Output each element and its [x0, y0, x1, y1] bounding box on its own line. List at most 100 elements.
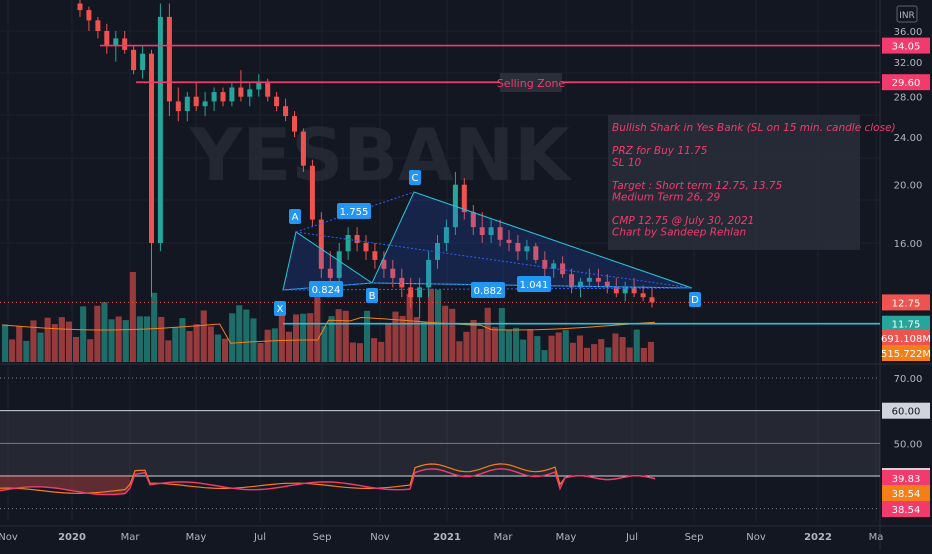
analysis-note[interactable]: Bullish Shark in Yes Bank (SL on 15 min.… [608, 115, 896, 250]
candle-body [533, 246, 539, 260]
volume-bar [158, 316, 165, 362]
price-tick-label: 36.00 [894, 27, 923, 38]
price-axis[interactable]: 36.0032.0028.0024.0020.0016.008.0034.052… [881, 27, 931, 517]
candle-body [443, 227, 449, 243]
analysis-note-line: PRZ for Buy 11.75 [612, 145, 708, 157]
price-tick-label: 32.00 [894, 58, 923, 69]
currency-badge-box [896, 5, 918, 23]
candle-body [470, 212, 476, 228]
candle-body [435, 243, 440, 260]
candle-body [149, 53, 154, 244]
candle-body [238, 87, 244, 97]
candle-body [318, 219, 324, 269]
time-tick-label: Sep [313, 532, 332, 543]
volume-bar [16, 326, 23, 362]
candle-body [622, 287, 628, 294]
candle-body [327, 268, 333, 278]
volume-bar [640, 347, 647, 362]
time-tick-label: Sep [685, 532, 704, 543]
volume-bar [165, 340, 172, 362]
analysis-note-box [608, 115, 860, 250]
candle-body [497, 227, 503, 240]
candle-body [578, 281, 583, 288]
pattern-ratio-line-ac [295, 191, 415, 233]
candle-body [551, 263, 557, 269]
pattern-ratio-box [471, 282, 505, 298]
volume-bar [427, 288, 434, 362]
candle-body [229, 87, 235, 102]
analysis-note-line: Chart by Sandeep Rehlan [612, 226, 746, 238]
volume-bar [172, 327, 179, 362]
volume-bar [527, 329, 534, 362]
time-tick-label: Jul [625, 532, 638, 543]
rsi-tag: 38.54 [892, 505, 921, 516]
volume-bar [520, 339, 527, 362]
candle-body [184, 96, 190, 112]
time-tick-label: 2020 [58, 532, 86, 543]
candle-body [595, 277, 601, 282]
volume-bar [229, 313, 236, 362]
candle-body [122, 38, 128, 50]
volume-ma-tag-box [882, 345, 930, 361]
volume-bar [420, 321, 427, 362]
volume-bar [342, 310, 349, 362]
rsi-pane[interactable] [0, 377, 880, 510]
time-tick-label: Nov [746, 532, 766, 543]
selling-zone-box [500, 73, 562, 92]
candle-body [363, 243, 369, 252]
candle-body [399, 277, 405, 288]
time-tick-label: Ma [869, 532, 884, 543]
volume-bar [484, 307, 491, 362]
candle-body [247, 89, 253, 97]
volume-bar [584, 347, 591, 362]
candle-body [640, 293, 646, 298]
pattern-point-box-d [689, 292, 701, 307]
candle-body [300, 131, 306, 166]
analysis-note-line: Bullish Shark in Yes Bank (SL on 15 min.… [612, 122, 896, 134]
volume-bar [349, 342, 356, 362]
volume-bar [278, 314, 285, 362]
analysis-note-line: Target : Short term 12.75, 13.75 [612, 180, 783, 192]
time-tick-label: May [186, 532, 207, 543]
volume-bar [30, 320, 37, 362]
time-axis[interactable]: Nov 2020 Mar May Jul Sep Nov 2021 Mar May Jul Sep No… [0, 532, 883, 543]
candle-body [211, 92, 217, 102]
volume-bar [378, 341, 385, 362]
volume-bar [250, 318, 257, 362]
volume-bar [129, 272, 136, 362]
candle-body [157, 16, 163, 244]
time-tick-label: Jul [253, 532, 266, 543]
volume-bar [80, 306, 87, 362]
harmonic-pattern[interactable]: X A B C D 1.755 0.824 0.882 1.041 [274, 170, 701, 316]
candle-body [488, 227, 494, 235]
pattern-point-box-a [289, 209, 301, 224]
time-tick-label: 2021 [433, 532, 461, 543]
candle-body [86, 10, 92, 21]
volume-bar [633, 329, 640, 362]
volume-bar [598, 339, 605, 362]
volume-bar [335, 309, 342, 362]
rsi-tick-label: 70.00 [894, 374, 923, 385]
volume-bar [449, 308, 456, 362]
volume-bar [9, 339, 16, 362]
selling-zone-label: Selling Zone [497, 73, 566, 92]
time-tick-label: Mar [121, 532, 141, 543]
volume-bar [186, 331, 193, 362]
volume-bar [371, 338, 378, 362]
candle-body [77, 3, 83, 11]
selling-zone-text: Selling Zone [497, 77, 566, 90]
candle-body [283, 106, 289, 117]
currency-badge[interactable]: INR [896, 5, 918, 23]
rsi-tag: 39.83 [892, 474, 921, 485]
volume-bar [193, 324, 200, 362]
volume-bar [491, 327, 498, 362]
candle-body [461, 184, 467, 213]
candle-body [354, 235, 360, 243]
pattern-ratio: 1.041 [520, 280, 549, 291]
volume-bar [562, 329, 569, 362]
pattern-ratio: 0.824 [312, 285, 341, 296]
rsi-tag-box [882, 402, 930, 419]
candle-body [586, 277, 592, 282]
